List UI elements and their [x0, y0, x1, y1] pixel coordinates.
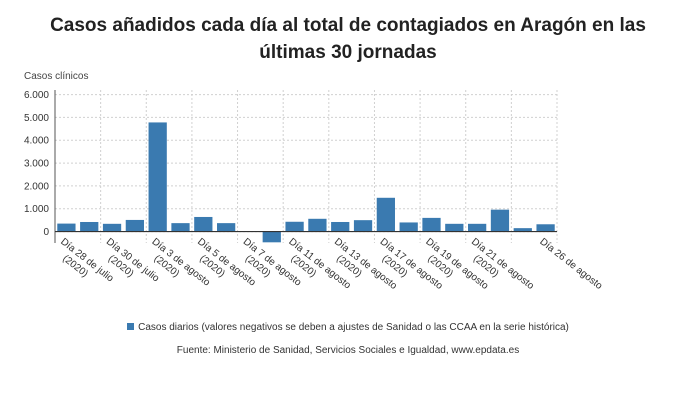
bar — [285, 221, 304, 232]
x-tick-label: Día 26 de agosto — [537, 236, 604, 292]
bar — [125, 219, 144, 232]
y-axis-label: Casos clínicos — [24, 71, 89, 82]
bar — [445, 223, 464, 232]
chart-title-line-2: últimas 30 jornadas — [259, 42, 437, 63]
bar — [148, 122, 167, 232]
bar — [353, 220, 373, 232]
bar — [308, 218, 327, 232]
legend-label: Casos diarios (valores negativos se debe… — [138, 322, 569, 333]
y-tick-label: 5.000 — [24, 113, 49, 124]
y-tick-label: 6.000 — [24, 90, 49, 101]
chart-title-line-1: Casos añadidos cada día al total de cont… — [50, 15, 646, 36]
legend: Casos diarios (valores negativos se debe… — [0, 322, 696, 333]
bar — [536, 224, 555, 232]
legend-swatch — [127, 323, 135, 330]
bar — [102, 223, 122, 232]
bar — [399, 222, 418, 232]
y-tick-label: 4.000 — [24, 136, 49, 147]
bar — [513, 228, 532, 232]
bar — [57, 223, 76, 232]
y-tick-label: 3.000 — [24, 159, 49, 170]
y-tick-label: 0 — [43, 227, 49, 238]
bar — [468, 223, 487, 232]
y-tick-label: 2.000 — [24, 181, 49, 192]
bar — [490, 209, 510, 232]
bar — [262, 231, 281, 243]
bar — [171, 223, 190, 232]
bar — [422, 217, 441, 232]
bar — [376, 197, 395, 232]
y-tick-label: 1.000 — [24, 204, 49, 215]
source-note: Fuente: Ministerio de Sanidad, Servicios… — [176, 345, 520, 356]
bar — [217, 223, 236, 232]
x-tick-label-line: Día 26 de agosto — [537, 236, 604, 292]
chart-title: Casos añadidos cada día al total de cont… — [0, 12, 696, 66]
bar — [194, 216, 213, 232]
bar — [80, 221, 99, 232]
bar — [331, 221, 350, 232]
